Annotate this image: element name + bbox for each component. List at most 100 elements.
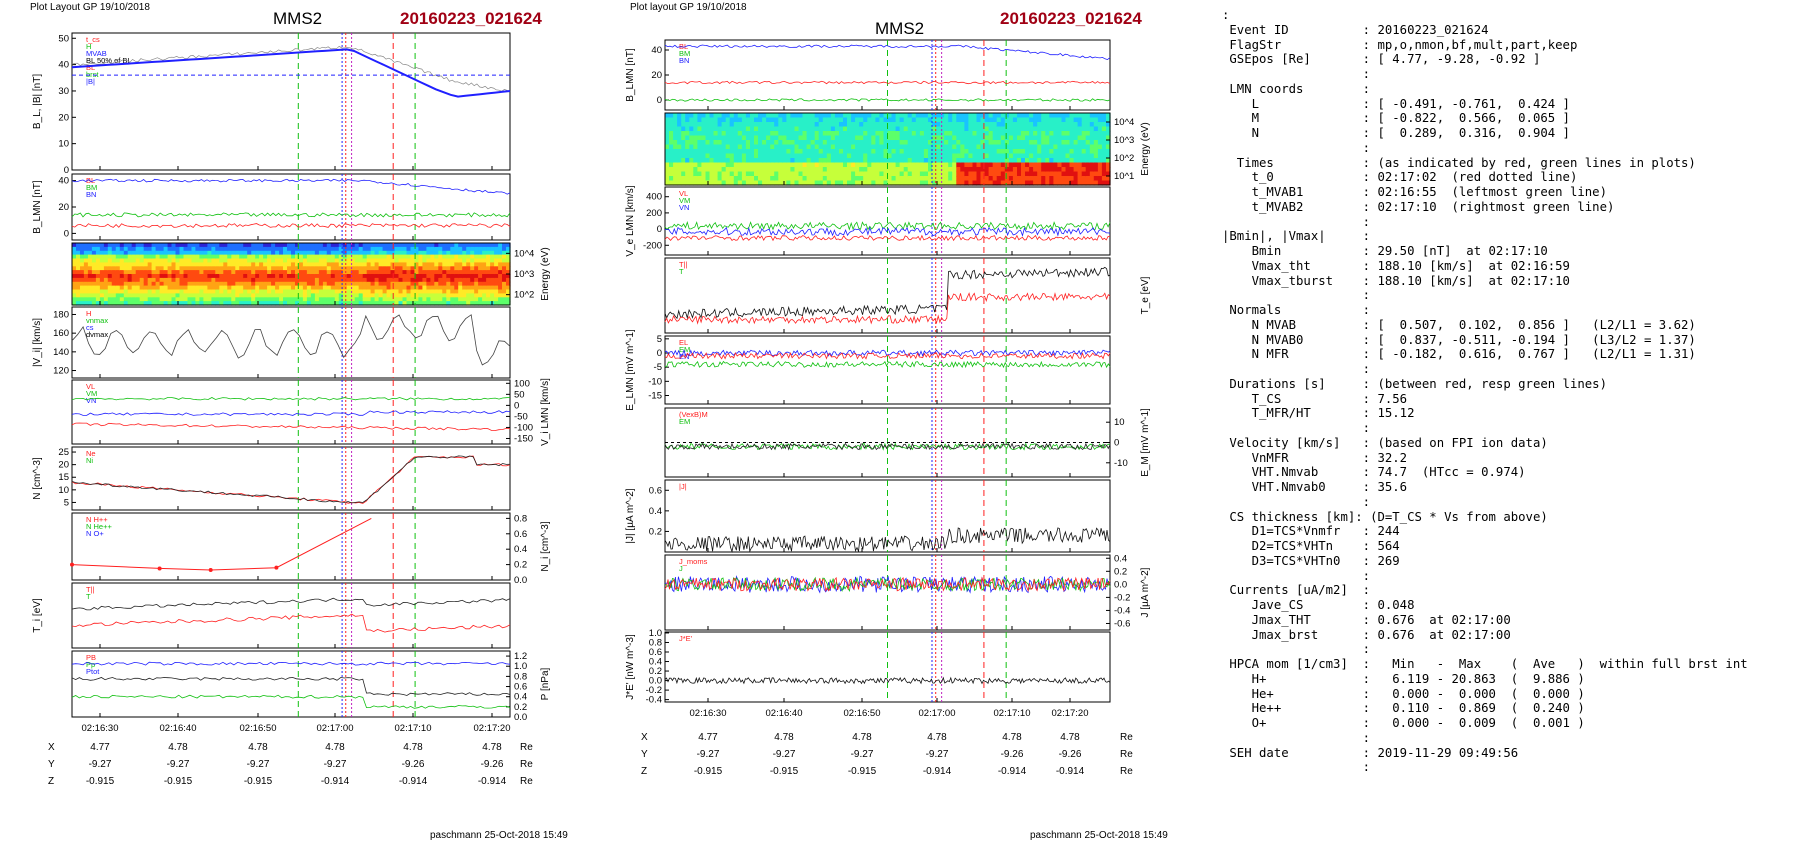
- spectrogram-cell: [665, 176, 670, 182]
- spectrogram-cell: [960, 149, 965, 155]
- spectrogram-cell: [171, 277, 177, 283]
- spectrogram-cell: [665, 126, 670, 132]
- spectrogram-cell: [183, 301, 189, 306]
- spectrogram-cell: [155, 266, 161, 271]
- spectrogram-cell: [334, 246, 340, 252]
- spectrogram-cell: [302, 250, 308, 256]
- spectrogram-cell: [251, 301, 256, 306]
- spectrogram-cell: [470, 250, 475, 256]
- spectrogram-cell: [310, 262, 316, 267]
- spectrogram-cell: [737, 131, 743, 137]
- spectrogram-cell: [895, 140, 901, 146]
- spectrogram-cell: [131, 258, 137, 263]
- spectrogram-cell: [766, 149, 771, 155]
- spectrogram-cell: [426, 281, 431, 287]
- spectrogram-cell: [310, 297, 316, 302]
- spectrogram-cell: [1077, 117, 1083, 123]
- spectrogram-cell: [80, 262, 85, 267]
- spectrogram-cell: [1053, 162, 1058, 168]
- spectrogram-cell: [139, 246, 145, 252]
- spectrogram-cell: [729, 153, 735, 159]
- spectrogram-cell: [310, 281, 316, 287]
- spectrogram-cell: [1041, 117, 1046, 123]
- spectrogram-cell: [299, 285, 304, 291]
- spectrogram-cell: [992, 113, 998, 119]
- spectrogram-cell: [1061, 135, 1067, 141]
- spectrogram-cell: [287, 243, 292, 248]
- spectrogram-cell: [1085, 122, 1091, 128]
- spectrogram-cell: [681, 140, 686, 146]
- spectrogram-cell: [814, 158, 820, 164]
- spectrogram-cell: [394, 270, 400, 275]
- he-plus-plus-point: [274, 565, 279, 570]
- spectrogram-cell: [394, 266, 400, 271]
- spectrogram-cell: [717, 131, 723, 137]
- spectrogram-cell: [859, 122, 864, 128]
- spectrogram-cell: [911, 171, 917, 177]
- spectrogram-cell: [830, 131, 836, 137]
- spectrogram-cell: [806, 140, 812, 146]
- bl-trace: [71, 48, 511, 98]
- y-axis-label: |V_i| [km/s]: [32, 318, 43, 367]
- spectrogram-cell: [919, 113, 925, 119]
- spectrogram-cell: [506, 289, 511, 294]
- spectrogram-cell: [952, 162, 957, 168]
- spectrogram-cell: [964, 167, 969, 173]
- spectrogram-cell: [669, 158, 674, 164]
- spectrogram-cell: [374, 293, 380, 298]
- spectrogram-cell: [907, 126, 913, 132]
- spectrogram-cell: [673, 126, 678, 132]
- spectrogram-cell: [486, 274, 491, 279]
- spectrogram-cell: [859, 162, 864, 168]
- spectrogram-cell: [283, 301, 288, 306]
- spectrogram-cell: [956, 126, 961, 132]
- spectrogram-cell: [287, 297, 292, 302]
- spectrogram-cell: [867, 126, 872, 132]
- spectrogram-cell: [798, 135, 804, 141]
- spectrogram-cell: [669, 135, 674, 141]
- spectrogram-cell: [1021, 144, 1026, 150]
- spectrogram-cell: [669, 162, 674, 168]
- spectrogram-cell: [251, 243, 256, 248]
- spectrogram-cell: [923, 122, 929, 128]
- spectrogram-cell: [907, 176, 913, 182]
- spectrogram-cell: [279, 266, 284, 271]
- spectrogram-cell: [919, 122, 925, 128]
- spectrogram-cell: [972, 162, 978, 168]
- spectrogram-cell: [219, 258, 224, 263]
- spectrogram-cell: [434, 262, 439, 267]
- spectrogram-cell: [1081, 180, 1087, 186]
- spectrogram-cell: [992, 117, 998, 123]
- spectrogram-cell: [778, 162, 783, 168]
- spectrogram-cell: [1004, 180, 1010, 186]
- spectrogram-cell: [859, 167, 864, 173]
- spectrogram-cell: [91, 254, 97, 260]
- spectrogram-cell: [778, 131, 783, 137]
- spectrogram-cell: [984, 176, 990, 182]
- spectrogram-cell: [247, 258, 252, 263]
- spectrogram-cell: [322, 246, 328, 252]
- spectrogram-cell: [766, 117, 771, 123]
- spectrogram-cell: [310, 246, 316, 252]
- spectrogram-cell: [1004, 140, 1010, 146]
- spectrogram-cell: [72, 243, 77, 248]
- spectrogram-cell: [996, 126, 1002, 132]
- summary-line: :: [1222, 214, 1371, 229]
- spectrogram-cell: [302, 258, 308, 263]
- spectrogram-cell: [1101, 176, 1107, 182]
- spectrogram-cell: [478, 281, 483, 287]
- spectrogram-cell: [1037, 126, 1042, 132]
- spectrogram-cell: [99, 289, 105, 294]
- spectrogram-cell: [733, 162, 739, 168]
- spectrogram-cell: [486, 285, 491, 291]
- y-tick-label: 50: [514, 389, 525, 400]
- spectrogram-cell: [91, 297, 97, 302]
- spectrogram-cell: [299, 262, 304, 267]
- ephemeris-label: X: [641, 732, 648, 743]
- spectrogram-cell: [665, 131, 670, 137]
- spectrogram-cell: [758, 153, 763, 159]
- spectrogram-cell: [219, 246, 224, 252]
- spectrogram-cell: [434, 250, 439, 256]
- spectrogram-cell: [103, 250, 109, 256]
- spectrogram-cell: [1097, 180, 1103, 186]
